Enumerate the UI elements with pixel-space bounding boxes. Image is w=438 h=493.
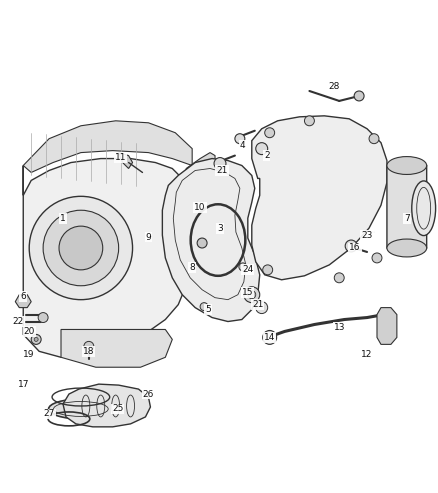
Circle shape xyxy=(43,210,119,286)
Text: 28: 28 xyxy=(328,81,340,91)
Circle shape xyxy=(31,334,41,345)
Text: 5: 5 xyxy=(205,305,211,314)
Text: 6: 6 xyxy=(21,292,26,301)
Polygon shape xyxy=(23,159,192,357)
Circle shape xyxy=(354,91,364,101)
Circle shape xyxy=(84,341,94,352)
Ellipse shape xyxy=(412,181,436,236)
Ellipse shape xyxy=(49,399,113,419)
Circle shape xyxy=(34,337,38,341)
Polygon shape xyxy=(387,159,427,255)
Circle shape xyxy=(248,291,256,299)
Circle shape xyxy=(369,134,379,143)
Text: 10: 10 xyxy=(194,203,206,212)
Polygon shape xyxy=(377,308,397,345)
Circle shape xyxy=(263,265,273,275)
Circle shape xyxy=(244,287,260,303)
Text: 4: 4 xyxy=(240,141,246,150)
Text: 18: 18 xyxy=(83,347,95,356)
Text: 17: 17 xyxy=(18,380,29,388)
Ellipse shape xyxy=(387,239,427,257)
Circle shape xyxy=(263,330,277,345)
Circle shape xyxy=(334,273,344,283)
Polygon shape xyxy=(183,153,215,258)
Circle shape xyxy=(38,313,48,322)
Polygon shape xyxy=(162,159,260,321)
Circle shape xyxy=(265,128,275,138)
Circle shape xyxy=(372,253,382,263)
Circle shape xyxy=(304,116,314,126)
Text: 21: 21 xyxy=(216,166,228,175)
Text: 21: 21 xyxy=(252,300,263,309)
Text: 14: 14 xyxy=(264,333,276,342)
Text: 3: 3 xyxy=(217,224,223,233)
Circle shape xyxy=(200,303,208,311)
Text: 13: 13 xyxy=(333,323,345,332)
Text: 24: 24 xyxy=(242,265,254,274)
Circle shape xyxy=(59,226,103,270)
Text: 12: 12 xyxy=(361,350,373,359)
Text: 11: 11 xyxy=(115,153,127,162)
Circle shape xyxy=(214,158,226,170)
Text: 20: 20 xyxy=(24,327,35,336)
Text: 2: 2 xyxy=(264,151,269,160)
Text: 1: 1 xyxy=(60,213,66,223)
Circle shape xyxy=(256,302,268,314)
Circle shape xyxy=(239,263,247,271)
Polygon shape xyxy=(119,153,133,169)
Text: 8: 8 xyxy=(189,263,195,272)
Circle shape xyxy=(345,240,357,252)
Text: 19: 19 xyxy=(22,350,34,359)
Circle shape xyxy=(256,142,268,155)
Text: 9: 9 xyxy=(145,233,151,242)
Text: 23: 23 xyxy=(361,231,373,240)
Circle shape xyxy=(29,196,133,300)
Polygon shape xyxy=(61,329,172,367)
Text: 27: 27 xyxy=(43,409,55,419)
Text: 26: 26 xyxy=(143,389,154,398)
Circle shape xyxy=(197,238,207,248)
Polygon shape xyxy=(63,384,150,427)
Text: 7: 7 xyxy=(404,213,410,223)
Ellipse shape xyxy=(387,157,427,175)
Text: 16: 16 xyxy=(350,244,361,252)
Circle shape xyxy=(235,134,245,143)
Polygon shape xyxy=(15,295,31,308)
Text: 15: 15 xyxy=(242,288,254,297)
Text: 22: 22 xyxy=(13,317,24,326)
Text: 25: 25 xyxy=(112,404,124,414)
Polygon shape xyxy=(252,116,387,280)
Polygon shape xyxy=(23,121,192,173)
